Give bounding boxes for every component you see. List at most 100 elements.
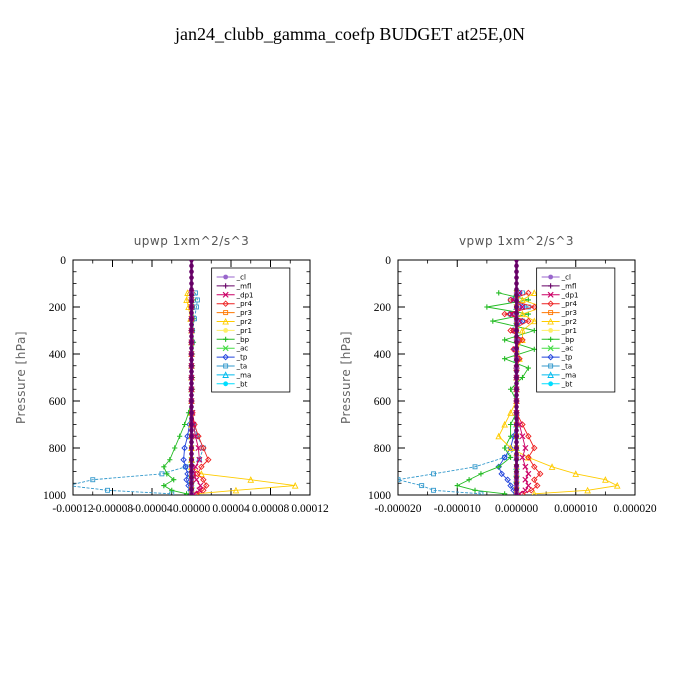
series-bp-point [484, 304, 490, 310]
series-pr2-point [507, 444, 514, 452]
legend-entry-pr3-label: _pr3 [561, 309, 577, 317]
series-bp-point [161, 483, 167, 489]
series-mfl-spine-point [514, 463, 519, 468]
legend-entry-cl-marker [548, 274, 554, 280]
series-bp-point [531, 327, 537, 334]
series-pr4-point [525, 433, 532, 440]
series-mfl-spine-point [514, 363, 519, 369]
series-mfl-spine-point [514, 392, 519, 398]
legend-entry-bp: _bp [541, 336, 575, 344]
y-tick-label: 800 [49, 443, 67, 455]
series-mfl-spine-point [514, 304, 519, 310]
series-pr4-point [519, 336, 526, 344]
series-area [73, 260, 299, 495]
upwp-panel: upwp 1xm^2/s^3 Pressure [hPa] 0 200 400 600 80… [14, 234, 329, 515]
y-axis-label: Pressure [hPa] [339, 331, 353, 424]
series-mfl-spine-point [514, 310, 519, 316]
vpwp-panel-title: vpwp 1xm^2/s^3 [459, 234, 574, 248]
series-mfl-spine-point [189, 260, 194, 263]
series-mfl-spine-point [514, 357, 519, 363]
series-mfl-spine-point [189, 433, 194, 439]
series-dp1-point [525, 482, 532, 489]
series-ta [398, 290, 531, 495]
series-mfl-spine-point [514, 457, 519, 463]
series-dp1-point [525, 470, 532, 477]
legend-entry-bp: _bp [216, 336, 250, 344]
legend-entry-dp1-marker [222, 291, 229, 298]
series-pr2-point [501, 420, 508, 428]
series-pr4-point [531, 476, 538, 483]
series-bp-point [478, 471, 484, 477]
series-dp1-point [192, 433, 199, 440]
series-pr4-point [200, 444, 207, 452]
series-mfl-spine-point [514, 287, 519, 292]
series-bp-point [161, 464, 167, 470]
legend-entry-ac: _ac [216, 345, 248, 353]
series-pr2-point [572, 470, 580, 477]
legend-entry-pr1-marker [548, 328, 554, 333]
series-mfl-spine-point [189, 316, 194, 322]
legend-entry-pr2-marker [222, 317, 229, 325]
series-mfl-spine-point [514, 275, 519, 280]
series-ta-point [478, 491, 484, 495]
legend-entry-mfl: _mfl [541, 282, 576, 290]
series-mfl-spine-point [514, 422, 519, 427]
legend-entry-ta: _ta [216, 363, 247, 371]
series-mfl-spine-point [189, 310, 194, 316]
x-tick-label: 0.00012 [291, 503, 329, 515]
y-tick-label: 600 [374, 396, 392, 408]
series-ta-point [472, 464, 478, 470]
legend-entry-dp1-marker [547, 291, 554, 298]
series-mfl-spine-point [514, 316, 519, 322]
legend-entry-bp-marker [548, 336, 554, 342]
legend-entry-cl-label: _cl [561, 274, 571, 282]
legend-entry-mfl-marker [223, 283, 229, 289]
series-mfl-spine-point [189, 486, 194, 492]
figure-title: jan24_clubb_gamma_coefp BUDGET at25E,0N [174, 24, 525, 44]
series-mfl-spine-point [514, 428, 519, 433]
series-bp-point [507, 386, 514, 392]
legend-entry-pr4-label: _pr4 [561, 300, 578, 308]
x-tick-label: -0.000020 [375, 503, 422, 515]
legend-entry-pr4: _pr4 [216, 300, 252, 308]
series-pr4-point [198, 463, 205, 471]
legend-entry-bp-label: _bp [236, 336, 250, 344]
legend-entry-pr2-label: _pr2 [561, 318, 577, 326]
legend-entry-tp-label: _tp [236, 354, 248, 362]
series-mfl-spine-point [189, 386, 194, 392]
series-mfl-spine-point [189, 422, 194, 427]
series-bp-point [519, 374, 526, 381]
series-mfl-spine-point [189, 298, 194, 304]
legend-entry-ac-marker [547, 345, 554, 352]
series-mfl-spine-point [514, 451, 519, 457]
series-mfl-spine-point [189, 304, 194, 310]
legend-entry-cl-label: _cl [236, 274, 246, 282]
series-bp-point [177, 433, 183, 439]
series-mfl-spine-point [189, 357, 194, 363]
legend-entry-ta-marker [223, 363, 229, 369]
x-tick-label: -0.000010 [434, 503, 481, 515]
series-ta-point [105, 487, 111, 493]
legend-entry-pr3-marker [548, 310, 554, 316]
series-bp-point [181, 421, 188, 428]
series-mfl-spine-point [514, 486, 519, 492]
legend-entry-dp1-label: _dp1 [236, 291, 254, 299]
series-tp-point [504, 476, 511, 483]
series-dp1-point [522, 487, 529, 494]
series-mfl-spine-point [189, 469, 194, 474]
series-ta-point [431, 471, 436, 477]
x-tick-label: 0.00008 [252, 503, 290, 515]
legend-entry-ac: _ac [541, 345, 573, 353]
legend-entry-tp-marker [547, 353, 554, 361]
series-pr2-point [519, 326, 526, 334]
y-tick-label: 200 [49, 302, 67, 314]
legend-entry-pr3: _pr3 [541, 309, 577, 317]
legend-entry-pr4: _pr4 [541, 300, 578, 308]
legend-entry-ta-label: _ta [561, 363, 573, 371]
legend-entry-dp1: _dp1 [216, 291, 254, 299]
series-tp-point [182, 463, 189, 471]
series-pr2-point [602, 476, 609, 483]
series-bp-point [502, 491, 508, 495]
legend-entry-ac-marker [222, 345, 229, 352]
series-bp-point [171, 477, 177, 483]
